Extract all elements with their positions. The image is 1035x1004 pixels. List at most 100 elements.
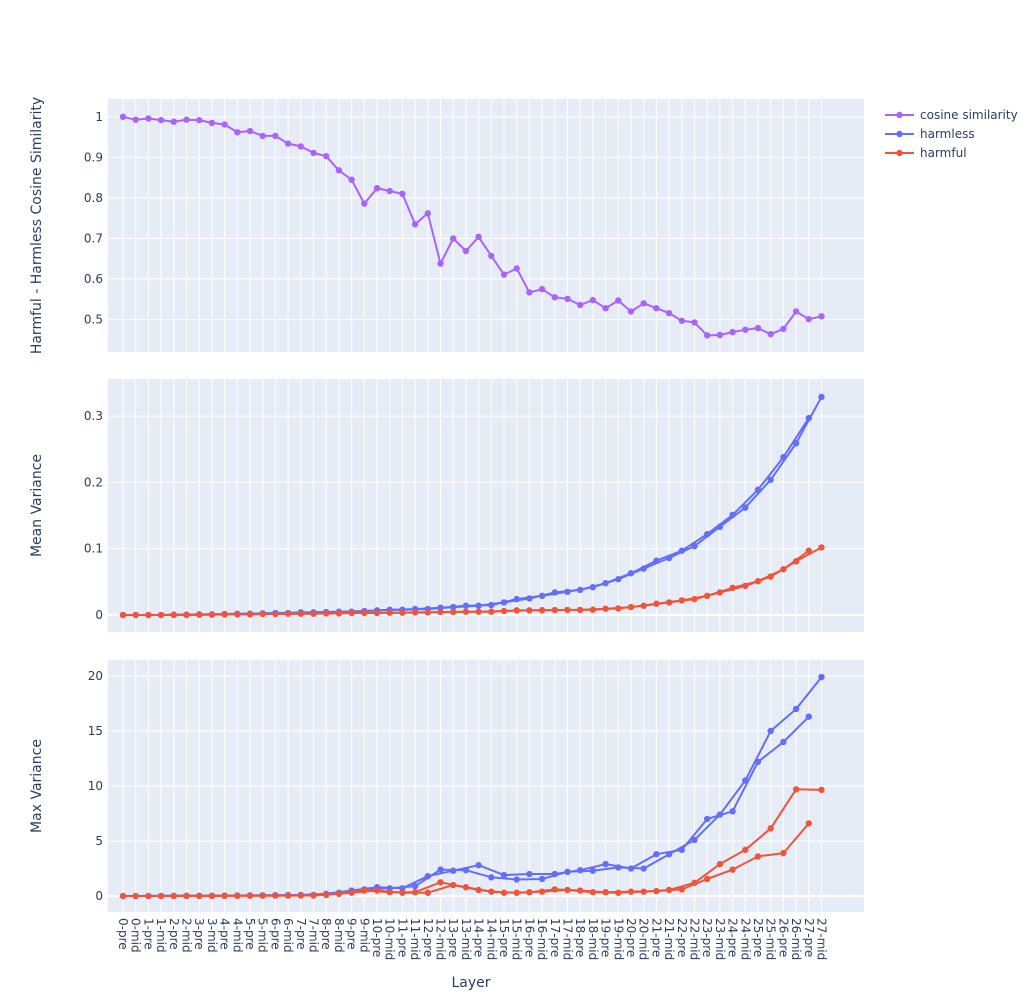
data-point-cosine-similarity <box>386 187 393 195</box>
data-point-harmless <box>691 836 698 844</box>
data-point-cosine-similarity <box>310 149 317 157</box>
x-tick-label: 18-pre <box>573 918 587 957</box>
data-point-harmful <box>742 846 749 854</box>
legend-item-cosine-similarity[interactable]: cosine similarity <box>885 108 1018 122</box>
data-point-cosine-similarity <box>665 309 673 317</box>
x-tick-label: 5-pre <box>243 918 257 950</box>
data-point-harmless <box>538 875 546 883</box>
legend-item-harmless[interactable]: harmless <box>885 127 975 141</box>
data-point-cosine-similarity <box>183 116 190 123</box>
legend-label: harmless <box>920 127 975 141</box>
data-point-harmless <box>767 727 774 735</box>
x-tick-label: 20-pre <box>624 918 638 957</box>
x-tick-label: 2-mid <box>180 918 194 953</box>
data-point-cosine-similarity <box>589 296 597 304</box>
series-line-harmful-mid <box>135 788 822 897</box>
data-point-cosine-similarity <box>754 324 762 332</box>
data-point-cosine-similarity <box>767 330 774 338</box>
data-point-harmless <box>653 851 660 858</box>
data-point-cosine-similarity <box>805 315 812 323</box>
x-tick-label: 17-mid <box>561 918 575 960</box>
data-point-harmless <box>615 864 622 871</box>
data-point-harmful <box>742 582 749 590</box>
data-point-harmful <box>640 602 647 609</box>
data-point-cosine-similarity <box>691 319 698 326</box>
data-point-cosine-similarity <box>196 116 203 124</box>
x-tick-label: 20-mid <box>637 918 651 960</box>
data-point-cosine-similarity <box>272 132 279 140</box>
data-point-harmful <box>805 820 812 827</box>
data-point-harmless <box>500 871 508 879</box>
subplot-2: 0 0.1 0.2 0.3 Mean Variance <box>29 379 864 632</box>
data-point-cosine-similarity <box>704 332 711 339</box>
x-tick-label: 1-mid <box>154 918 168 953</box>
x-tick-label: 4-pre <box>218 918 232 950</box>
data-point-harmful <box>208 611 216 618</box>
data-point-harmless <box>704 815 711 823</box>
data-point-harmful <box>386 888 393 896</box>
data-point-cosine-similarity <box>335 167 343 174</box>
data-point-harmful <box>132 892 139 900</box>
x-tick-label: 16-pre <box>522 918 536 957</box>
data-point-cosine-similarity <box>373 184 381 192</box>
x-tick-label: 13-mid <box>459 918 473 960</box>
data-point-harmless <box>488 601 495 609</box>
x-tick-label: 26-pre <box>776 918 790 957</box>
data-point-cosine-similarity <box>119 113 127 121</box>
data-point-harmful <box>462 608 470 615</box>
data-point-harmful <box>462 884 470 891</box>
data-point-harmless <box>767 476 774 483</box>
data-point-harmful <box>361 887 368 894</box>
x-tick-label: 13-pre <box>446 918 460 957</box>
x-tick-label: 12-pre <box>421 918 435 957</box>
data-point-harmful <box>792 558 800 565</box>
legend[interactable]: cosine similarity harmless harmful <box>885 108 1018 160</box>
data-point-harmless <box>665 554 673 562</box>
data-point-cosine-similarity <box>246 127 254 135</box>
data-point-harmful <box>424 889 431 896</box>
y-tick-label: 1 <box>95 110 103 124</box>
legend-label: cosine similarity <box>920 108 1018 122</box>
data-point-harmful <box>729 866 736 873</box>
data-point-harmless <box>411 882 419 890</box>
data-point-harmless <box>665 851 673 858</box>
data-point-cosine-similarity <box>627 308 635 315</box>
x-tick-label: 26-mid <box>789 918 803 960</box>
x-tick-label: 0-mid <box>129 918 143 953</box>
legend-item-harmful[interactable]: harmful <box>885 146 967 160</box>
data-point-cosine-similarity <box>526 289 533 296</box>
data-point-harmless <box>513 876 520 883</box>
data-point-harmless <box>716 523 724 531</box>
data-point-harmful <box>754 853 762 860</box>
data-point-harmful <box>691 879 698 887</box>
data-point-cosine-similarity <box>818 313 825 320</box>
legend-marker-icon <box>896 130 903 138</box>
data-point-cosine-similarity <box>513 265 520 272</box>
data-point-harmless <box>602 860 609 868</box>
data-point-harmful <box>157 892 165 900</box>
x-tick-label: 23-mid <box>713 918 727 960</box>
data-point-cosine-similarity <box>678 317 685 324</box>
data-point-cosine-similarity <box>132 116 139 123</box>
data-point-cosine-similarity <box>538 285 546 293</box>
data-point-harmful <box>119 892 127 900</box>
data-point-harmful <box>310 610 317 617</box>
data-point-harmless <box>564 588 571 596</box>
x-tick-label: 7-mid <box>307 918 321 953</box>
data-point-harmless <box>488 874 495 881</box>
data-point-cosine-similarity <box>640 300 647 307</box>
data-point-harmful <box>589 606 597 613</box>
data-point-cosine-similarity <box>221 121 228 128</box>
data-point-cosine-similarity <box>234 129 241 136</box>
data-point-harmless <box>589 867 597 874</box>
subplot-3: 0 5 10 15 20 Max Variance <box>29 660 864 912</box>
y-tick-label: 15 <box>88 724 103 738</box>
y-axis-title: Mean Variance <box>29 454 45 557</box>
data-point-harmless <box>640 865 647 872</box>
x-tick-label: 25-pre <box>751 918 765 957</box>
data-point-harmful <box>805 547 812 554</box>
data-point-cosine-similarity <box>411 221 419 228</box>
data-point-harmful <box>234 892 241 900</box>
data-point-harmless <box>462 866 470 874</box>
